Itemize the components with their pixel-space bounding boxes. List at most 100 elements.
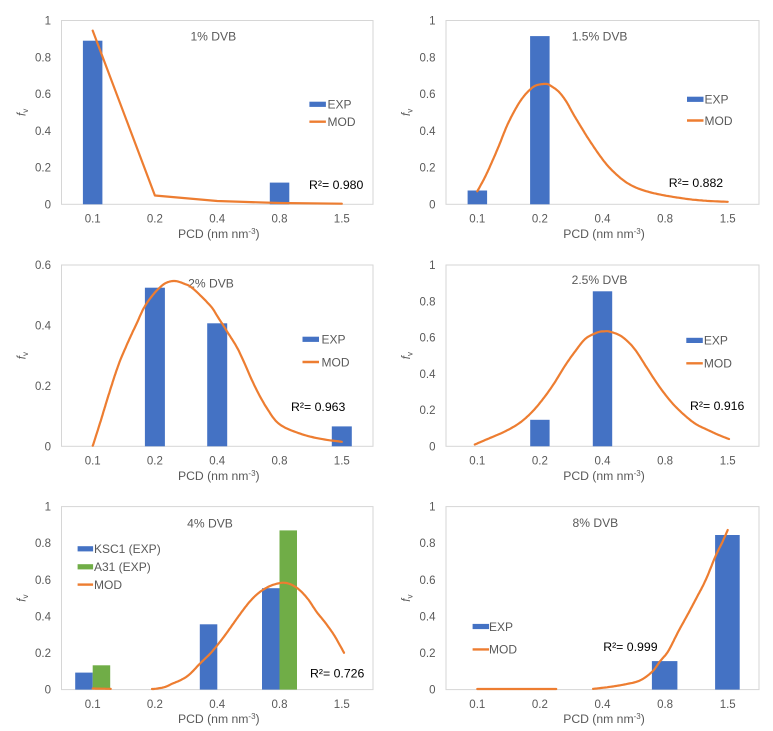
svg-text:0.8: 0.8 xyxy=(657,699,673,711)
svg-text:0: 0 xyxy=(45,441,51,453)
svg-text:0: 0 xyxy=(429,199,435,211)
svg-text:fv: fv xyxy=(401,594,415,601)
svg-text:1.5% DVB: 1.5% DVB xyxy=(572,30,628,44)
svg-text:0.6: 0.6 xyxy=(35,575,51,587)
svg-text:0.8: 0.8 xyxy=(35,52,51,64)
svg-text:0.2: 0.2 xyxy=(147,456,163,468)
svg-text:8% DVB: 8% DVB xyxy=(573,516,619,530)
svg-text:1: 1 xyxy=(45,16,51,28)
svg-text:0.4: 0.4 xyxy=(420,369,437,381)
svg-text:0.1: 0.1 xyxy=(85,699,101,711)
svg-text:0.8: 0.8 xyxy=(657,214,673,226)
svg-text:0.6: 0.6 xyxy=(35,89,51,101)
svg-text:0: 0 xyxy=(45,685,51,697)
svg-text:fv: fv xyxy=(401,109,415,116)
svg-text:0.4: 0.4 xyxy=(420,611,437,623)
svg-text:0.4: 0.4 xyxy=(595,214,612,226)
svg-text:0: 0 xyxy=(45,199,51,211)
svg-text:MOD: MOD xyxy=(328,115,356,129)
svg-text:0: 0 xyxy=(429,441,435,453)
svg-text:0.8: 0.8 xyxy=(420,538,436,550)
svg-text:0.2: 0.2 xyxy=(532,699,548,711)
svg-text:0.2: 0.2 xyxy=(420,405,436,417)
svg-text:0.4: 0.4 xyxy=(420,126,437,138)
svg-text:R²= 0.999: R²= 0.999 xyxy=(603,640,658,654)
svg-text:1.5: 1.5 xyxy=(720,214,736,226)
svg-text:PCD (nm nm-3): PCD (nm nm-3) xyxy=(178,712,260,726)
svg-text:MOD: MOD xyxy=(705,114,733,128)
svg-text:0: 0 xyxy=(429,685,435,697)
svg-text:0.8: 0.8 xyxy=(35,538,51,550)
svg-text:MOD: MOD xyxy=(94,578,122,592)
svg-text:0.4: 0.4 xyxy=(209,456,226,468)
svg-text:1: 1 xyxy=(429,260,435,272)
svg-text:0.6: 0.6 xyxy=(420,89,436,101)
svg-text:0.2: 0.2 xyxy=(532,456,548,468)
svg-text:0.2: 0.2 xyxy=(420,648,436,660)
svg-text:0.1: 0.1 xyxy=(85,214,101,226)
svg-text:0.2: 0.2 xyxy=(147,699,163,711)
svg-text:R²= 0.882: R²= 0.882 xyxy=(669,176,724,190)
svg-text:PCD (nm nm-3): PCD (nm nm-3) xyxy=(178,227,260,241)
svg-text:1.5: 1.5 xyxy=(720,699,736,711)
svg-text:MOD: MOD xyxy=(489,643,517,657)
svg-text:0.2: 0.2 xyxy=(35,381,51,393)
svg-text:fv: fv xyxy=(17,352,31,359)
svg-text:0.4: 0.4 xyxy=(595,699,612,711)
svg-text:0.8: 0.8 xyxy=(657,456,673,468)
svg-text:KSC1 (EXP): KSC1 (EXP) xyxy=(94,542,161,556)
svg-text:EXP: EXP xyxy=(328,98,352,112)
svg-text:0.2: 0.2 xyxy=(147,214,163,226)
svg-text:R²= 0.916: R²= 0.916 xyxy=(690,399,745,413)
svg-text:0.8: 0.8 xyxy=(272,456,288,468)
svg-text:R²= 0.980: R²= 0.980 xyxy=(309,178,364,192)
svg-text:0.1: 0.1 xyxy=(469,456,485,468)
svg-text:0.8: 0.8 xyxy=(420,296,436,308)
svg-text:0.8: 0.8 xyxy=(272,214,288,226)
svg-text:4% DVB: 4% DVB xyxy=(187,517,233,531)
svg-text:EXP: EXP xyxy=(705,93,729,107)
svg-text:2.5% DVB: 2.5% DVB xyxy=(572,273,628,287)
svg-text:fv: fv xyxy=(17,594,31,601)
svg-text:0.4: 0.4 xyxy=(35,320,52,332)
svg-text:0.1: 0.1 xyxy=(469,214,485,226)
svg-text:PCD (nm nm-3): PCD (nm nm-3) xyxy=(178,469,260,483)
svg-text:0.1: 0.1 xyxy=(85,456,101,468)
svg-text:0.4: 0.4 xyxy=(35,126,52,138)
svg-text:0.2: 0.2 xyxy=(532,214,548,226)
svg-text:0.4: 0.4 xyxy=(595,456,612,468)
svg-text:0.1: 0.1 xyxy=(469,699,485,711)
svg-text:EXP: EXP xyxy=(489,620,513,634)
svg-text:0.2: 0.2 xyxy=(420,163,436,175)
svg-text:1: 1 xyxy=(45,502,51,514)
svg-text:0.4: 0.4 xyxy=(209,214,226,226)
svg-text:PCD (nm nm-3): PCD (nm nm-3) xyxy=(563,469,645,483)
svg-text:1.5: 1.5 xyxy=(334,214,350,226)
svg-text:R²= 0.963: R²= 0.963 xyxy=(291,400,346,414)
svg-text:fv: fv xyxy=(17,109,31,116)
svg-text:0.8: 0.8 xyxy=(420,52,436,64)
svg-text:0.6: 0.6 xyxy=(420,333,436,345)
svg-text:0.2: 0.2 xyxy=(35,648,51,660)
svg-text:0.8: 0.8 xyxy=(272,699,288,711)
svg-text:0.6: 0.6 xyxy=(420,575,436,587)
svg-text:A31 (EXP): A31 (EXP) xyxy=(94,560,151,574)
svg-text:1: 1 xyxy=(429,502,435,514)
svg-text:EXP: EXP xyxy=(704,334,728,348)
svg-text:0.6: 0.6 xyxy=(35,260,51,272)
svg-text:EXP: EXP xyxy=(322,333,346,347)
svg-text:0.4: 0.4 xyxy=(35,611,52,623)
svg-text:R²= 0.726: R²= 0.726 xyxy=(310,666,365,680)
svg-text:fv: fv xyxy=(401,352,415,359)
svg-text:0.4: 0.4 xyxy=(209,699,226,711)
svg-text:1.5: 1.5 xyxy=(334,456,350,468)
svg-text:1.5: 1.5 xyxy=(720,456,736,468)
svg-text:1% DVB: 1% DVB xyxy=(190,30,236,44)
svg-text:PCD (nm nm-3): PCD (nm nm-3) xyxy=(563,712,645,726)
svg-text:2% DVB: 2% DVB xyxy=(188,277,234,291)
svg-text:1: 1 xyxy=(429,16,435,28)
svg-text:PCD (nm nm-3): PCD (nm nm-3) xyxy=(563,227,645,241)
svg-text:MOD: MOD xyxy=(704,357,732,371)
svg-text:MOD: MOD xyxy=(322,355,350,369)
svg-text:0.2: 0.2 xyxy=(35,163,51,175)
